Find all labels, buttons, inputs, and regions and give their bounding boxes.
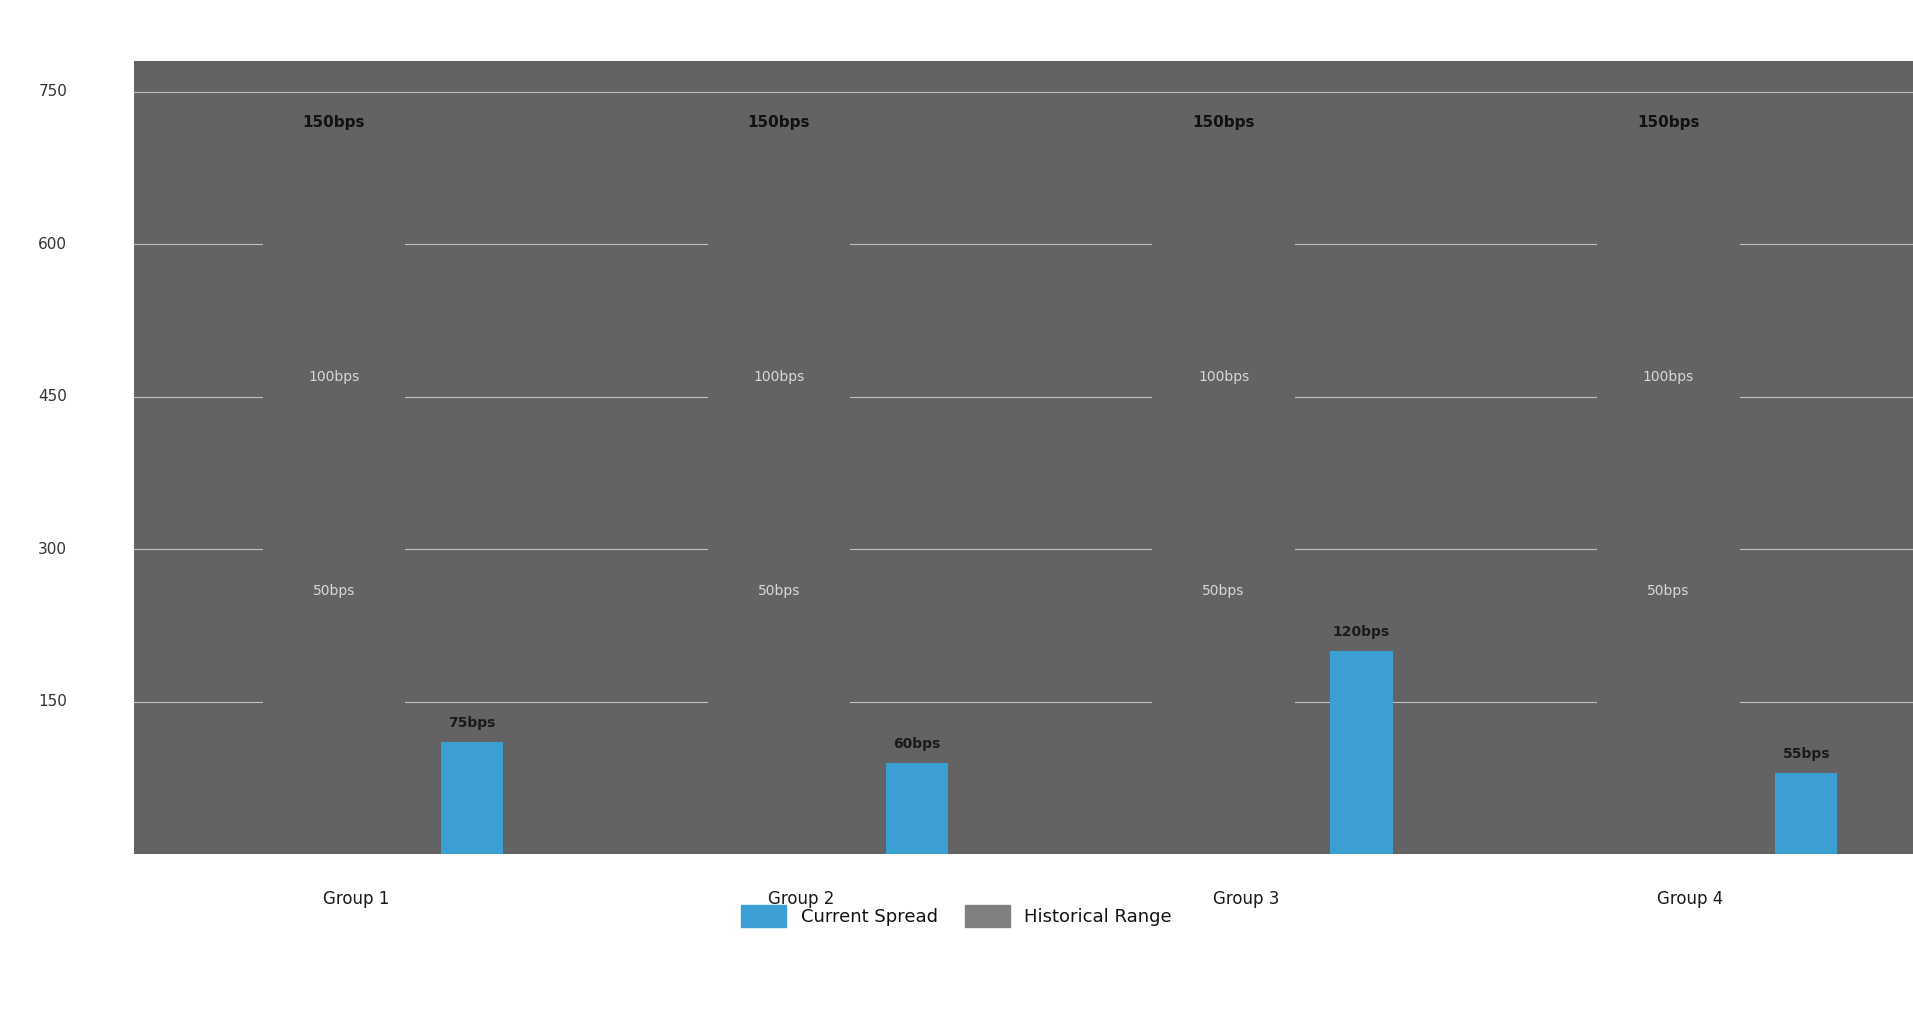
Bar (708, 142, 849, 854)
Text: 600: 600 (38, 237, 67, 252)
Text: 55bps: 55bps (1783, 747, 1831, 761)
Text: 150bps: 150bps (1638, 116, 1699, 131)
Text: Spreads by State (1990-2024): Spreads by State (1990-2024) (29, 18, 453, 43)
Text: 150bps: 150bps (302, 116, 365, 131)
Text: 150bps: 150bps (748, 116, 809, 131)
Bar (1775, 773, 1836, 854)
Text: 300: 300 (38, 542, 67, 557)
Text: 50bps: 50bps (314, 584, 356, 598)
Text: 120bps: 120bps (1333, 625, 1391, 638)
Text: 100bps: 100bps (1643, 370, 1695, 385)
Text: 100bps: 100bps (754, 370, 805, 385)
Text: 750: 750 (38, 84, 67, 99)
Text: Note: Spreads are in basis points. Source: Internal data.: Note: Spreads are in basis points. Sourc… (19, 974, 369, 986)
Text: 60bps: 60bps (893, 737, 941, 751)
Text: Group 1: Group 1 (323, 890, 390, 907)
Text: 100bps: 100bps (1198, 370, 1249, 385)
Text: 150: 150 (38, 695, 67, 709)
Legend: Current Spread, Historical Range: Current Spread, Historical Range (740, 904, 1173, 927)
Text: 100bps: 100bps (308, 370, 360, 385)
Text: 50bps: 50bps (758, 584, 800, 598)
Text: 75bps: 75bps (448, 716, 495, 730)
Bar (1597, 142, 1739, 854)
Text: 50bps: 50bps (1203, 584, 1245, 598)
Text: 450: 450 (38, 390, 67, 404)
Text: 50bps: 50bps (1647, 584, 1689, 598)
Bar (440, 743, 503, 854)
Bar (262, 142, 406, 854)
Bar (886, 763, 947, 854)
Bar (1330, 651, 1393, 854)
Bar (1152, 142, 1295, 854)
Text: Group 3: Group 3 (1213, 890, 1280, 907)
Text: 150bps: 150bps (1192, 116, 1255, 131)
Text: Group 4: Group 4 (1657, 890, 1724, 907)
Text: Group 2: Group 2 (767, 890, 834, 907)
